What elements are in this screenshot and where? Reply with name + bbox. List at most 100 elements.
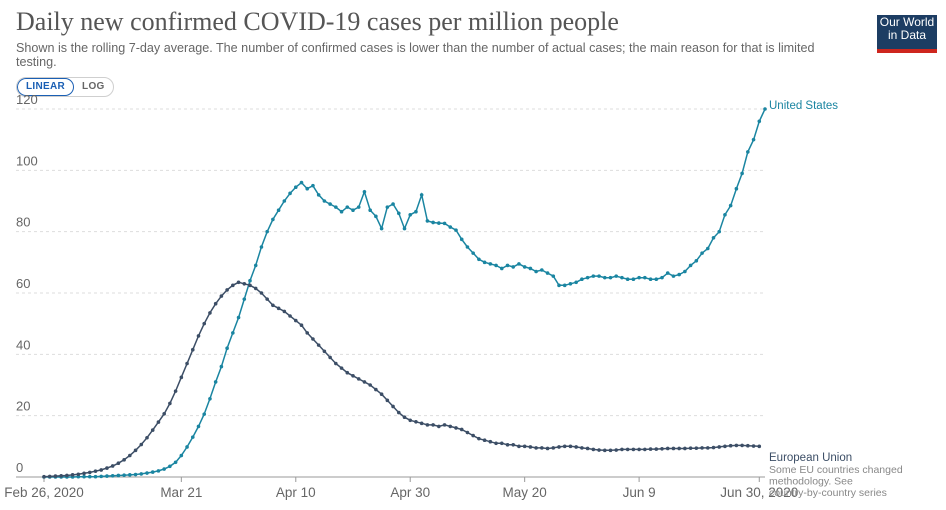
x-axis: Feb 26, 2020 Mar 21 Apr 10 Apr 30 May 20 Jun …: [4, 477, 798, 500]
united-states-point: [511, 265, 516, 269]
united-states-point: [356, 205, 361, 209]
united-states-point: [454, 228, 458, 232]
united-states-point: [763, 107, 767, 111]
y-tick-label: 120: [16, 92, 38, 107]
european-union-point: [299, 323, 304, 328]
series-label-european-union: European Union: [769, 452, 852, 464]
european-union-point: [271, 303, 275, 308]
united-states-point: [551, 274, 556, 278]
united-states-point: [700, 251, 704, 255]
united-states-point: [465, 245, 470, 249]
united-states-point: [534, 269, 538, 274]
european-union-point: [53, 474, 58, 478]
european-union-point: [643, 447, 647, 452]
y-tick-label: 60: [16, 276, 30, 291]
european-union-point: [213, 301, 218, 306]
european-union-point: [517, 444, 521, 449]
united-states-point: [602, 275, 607, 280]
united-states-point: [488, 262, 493, 266]
united-states-point: [499, 266, 504, 271]
united-states-point: [374, 214, 378, 219]
european-union-point: [740, 443, 744, 448]
x-tick-label: Mar 21: [160, 485, 202, 500]
linear-scale-button[interactable]: LINEAR: [17, 78, 75, 96]
united-states-point: [545, 271, 550, 275]
european-union-point: [437, 424, 441, 429]
european-union-point: [379, 392, 384, 397]
united-states-point: [677, 272, 681, 277]
united-states-point: [173, 460, 178, 465]
european-union-point: [614, 448, 619, 452]
united-states-point: [196, 424, 201, 429]
european-union-point: [677, 446, 681, 451]
united-states-point: [99, 474, 104, 479]
united-states-point: [93, 474, 98, 479]
european-union-point: [751, 444, 756, 448]
united-states-point: [740, 171, 744, 176]
united-states-point: [185, 445, 189, 449]
logo-line-1: Our World: [879, 15, 935, 29]
united-states-point: [179, 453, 184, 458]
european-union-point: [568, 444, 573, 449]
united-states-point: [316, 193, 321, 197]
united-states-point: [299, 180, 304, 185]
united-states-point: [122, 473, 126, 477]
united-states-point: [437, 221, 441, 225]
european-union-point: [522, 444, 527, 449]
european-union-point: [82, 471, 86, 476]
united-states-point: [282, 199, 287, 203]
european-union-point: [660, 446, 664, 451]
series-layer: [42, 107, 767, 479]
united-states-point: [414, 209, 418, 214]
log-scale-button[interactable]: LOG: [82, 81, 105, 92]
european-union-point: [488, 439, 493, 444]
united-states-point: [477, 257, 481, 262]
united-states-point: [328, 202, 332, 206]
owid-logo[interactable]: Our World in Data: [877, 15, 937, 53]
united-states-point: [585, 275, 590, 280]
european-union-point: [425, 423, 430, 427]
european-union-point: [431, 423, 435, 427]
european-union-point: [139, 442, 144, 447]
european-union-point: [288, 314, 292, 318]
united-states-point: [723, 213, 727, 217]
y-tick-label: 80: [16, 215, 30, 230]
united-states-point: [471, 251, 475, 255]
european-union-point: [665, 446, 670, 451]
y-tick-label: 0: [16, 460, 23, 475]
european-union-point: [259, 291, 264, 295]
eu-methodology-note: country-by-country series: [769, 487, 887, 499]
european-union-point: [620, 447, 624, 452]
european-union-point: [597, 448, 601, 452]
united-states-point: [482, 260, 487, 265]
united-states-point: [402, 226, 407, 231]
united-states-point: [688, 263, 693, 268]
chart-title: Daily new confirmed COVID-19 cases per m…: [16, 7, 619, 36]
european-union-point: [351, 374, 355, 378]
european-union-point: [70, 473, 75, 477]
european-union-point: [396, 410, 401, 415]
united-states-point: [190, 435, 195, 439]
european-union-point: [757, 444, 762, 449]
logo-line-2: in Data: [887, 28, 927, 42]
european-union-point: [700, 446, 704, 450]
european-union-point: [248, 283, 252, 288]
united-states-point: [362, 190, 367, 194]
european-union-point: [402, 415, 407, 420]
united-states-point: [128, 473, 132, 477]
united-states-point: [660, 275, 664, 280]
european-union-point: [557, 445, 561, 449]
european-union-point: [99, 468, 104, 472]
european-union-point: [442, 423, 447, 427]
european-union-point: [385, 398, 390, 403]
x-tick-label: Jun 9: [623, 485, 656, 500]
european-union-point: [625, 447, 630, 452]
european-union-point: [637, 447, 641, 452]
united-states-point: [225, 346, 229, 351]
european-union-point: [185, 361, 189, 366]
united-states-point: [133, 472, 138, 477]
series-label-united-states: United States: [769, 100, 838, 112]
y-tick-label: 20: [16, 399, 30, 414]
